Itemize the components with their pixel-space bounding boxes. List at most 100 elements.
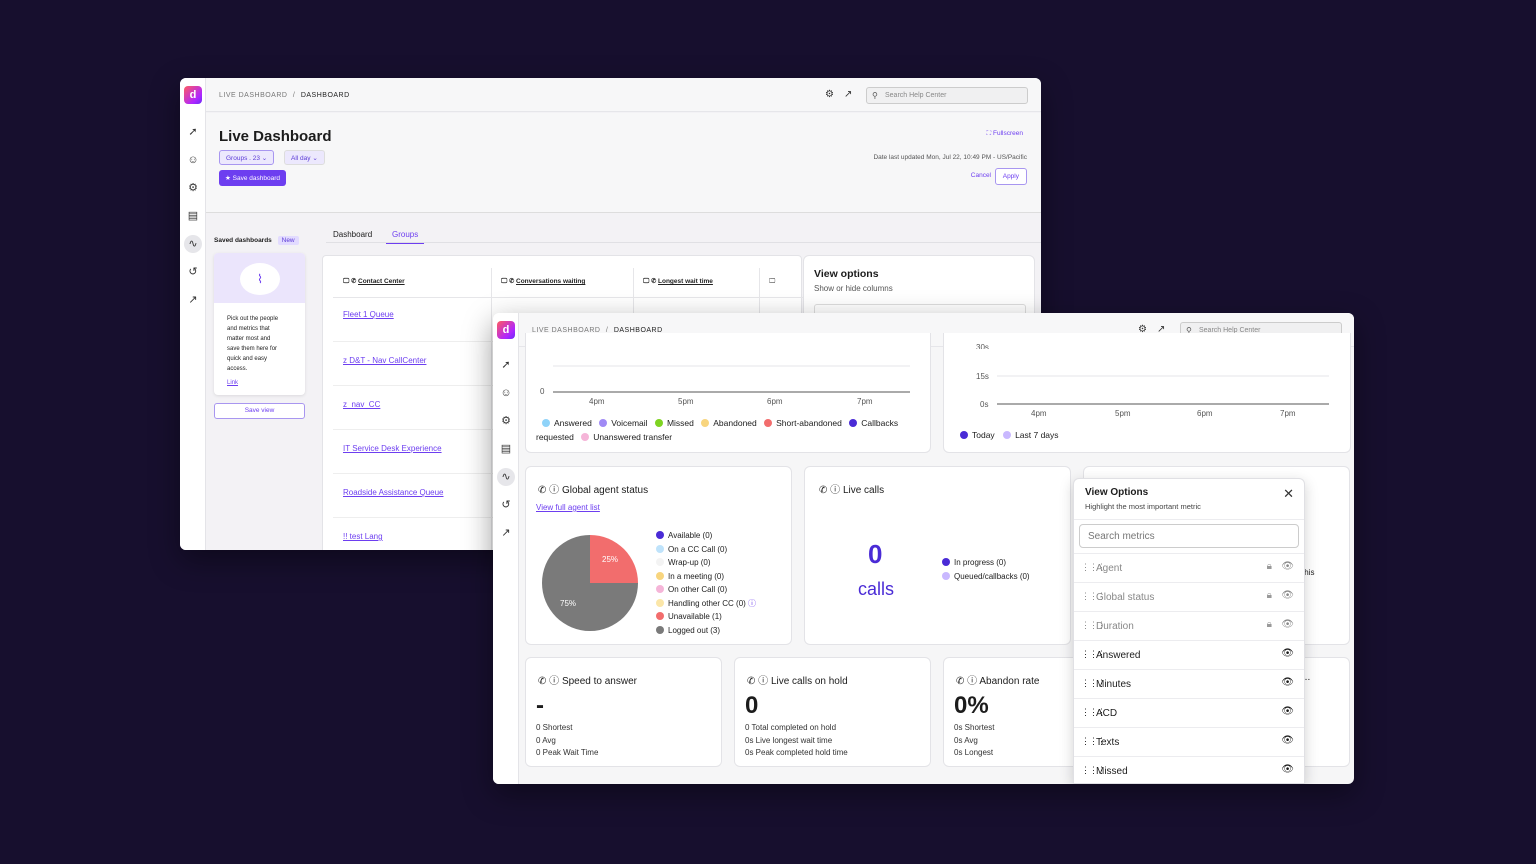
breadcrumb-root[interactable]: LIVE DASHBOARD: [532, 327, 601, 334]
legend-item[interactable]: Logged out (3): [656, 624, 756, 638]
view-agent-list-link[interactable]: View full agent list: [536, 503, 600, 512]
rocket-icon[interactable]: ➚: [188, 126, 198, 138]
eye-icon[interactable]: 👁︎: [1281, 561, 1294, 572]
legend-item[interactable]: Callbacks requested: [536, 418, 898, 442]
settings-icon[interactable]: ⚙: [825, 89, 834, 100]
close-icon[interactable]: ✕: [1283, 486, 1294, 501]
drag-handle-icon[interactable]: ⋮⋮⋮: [1081, 620, 1106, 630]
report-icon[interactable]: ▤: [187, 210, 199, 222]
breadcrumb-current: DASHBOARD: [613, 327, 663, 334]
column-contact-center[interactable]: 🖵 ✆ Contact Center: [343, 278, 405, 285]
drag-handle-icon[interactable]: ⋮⋮⋮: [1081, 562, 1106, 572]
user-icon[interactable]: ☺: [187, 154, 199, 166]
legend-item[interactable]: Missed: [654, 418, 694, 428]
eye-icon[interactable]: 👁︎: [1281, 590, 1294, 601]
legend-item[interactable]: Queued/callbacks (0): [942, 570, 1030, 584]
group-link[interactable]: IT Service Desk Experience: [343, 444, 442, 453]
legend-label: In progress (0): [954, 558, 1007, 567]
app-logo[interactable]: d: [497, 321, 515, 339]
trend-icon[interactable]: ↗: [1157, 324, 1166, 335]
legend-item[interactable]: Short-abandoned: [764, 418, 842, 428]
cancel-button[interactable]: Cancel: [970, 172, 991, 179]
legend-item[interactable]: Today: [960, 430, 995, 440]
hold-details: 0 Total completed on hold 0s Live longes…: [745, 722, 848, 760]
legend-item[interactable]: Available (0): [656, 529, 756, 543]
period-filter[interactable]: All day ⌄: [284, 150, 325, 165]
eye-icon[interactable]: 👁︎: [1281, 619, 1294, 630]
saved-dashboards-title: Saved dashboards: [214, 237, 272, 244]
legend-item[interactable]: In a meeting (0): [656, 570, 756, 584]
group-link[interactable]: Roadside Assistance Queue: [343, 488, 444, 497]
gear-icon[interactable]: ⚙: [188, 182, 198, 194]
eye-icon[interactable]: 👁︎: [1281, 706, 1294, 717]
legend-item[interactable]: On other Call (0): [656, 583, 756, 597]
apply-button[interactable]: Apply: [994, 168, 1027, 185]
speed-value: -: [536, 692, 544, 719]
group-link[interactable]: z_nav_CC: [343, 400, 381, 409]
gear-icon[interactable]: ⚙: [501, 415, 511, 427]
legend-item[interactable]: Abandoned: [701, 418, 757, 428]
drag-handle-icon[interactable]: ⋮⋮⋮: [1081, 765, 1106, 775]
legend-item[interactable]: Voicemail: [599, 418, 648, 428]
drag-handle-icon[interactable]: ⋮⋮⋮: [1081, 591, 1106, 601]
trending-icon[interactable]: ↗: [501, 527, 511, 539]
legend-item[interactable]: Unavailable (1): [656, 610, 756, 624]
report-icon[interactable]: ▤: [500, 443, 512, 455]
column-longest-wait[interactable]: 🖵 ✆ Longest wait time: [643, 278, 713, 285]
eye-icon[interactable]: 👁︎: [1281, 648, 1294, 659]
saved-link[interactable]: Link: [227, 380, 239, 386]
legend-item[interactable]: Last 7 days: [1003, 430, 1059, 440]
metric-row-global-status[interactable]: ⋮⋮⋮ Global status 🔒︎ 👁︎: [1074, 583, 1304, 612]
pie-slice-unavailable[interactable]: [590, 535, 638, 583]
groups-filter[interactable]: Groups . 23 ⌄: [219, 150, 275, 165]
legend-item[interactable]: Answered: [542, 418, 592, 428]
info-icon[interactable]: ⓘ: [748, 598, 757, 608]
trending-icon[interactable]: ↗: [188, 294, 198, 306]
history-icon[interactable]: ↺: [501, 499, 511, 511]
metric-row-acd[interactable]: ⋮⋮⋮ ACD 👁︎: [1074, 699, 1304, 728]
save-dashboard-button[interactable]: ★ Save dashboard: [219, 170, 286, 186]
rocket-icon[interactable]: ➚: [501, 359, 511, 371]
legend-item[interactable]: On a CC Call (0): [656, 543, 756, 557]
history-icon[interactable]: ↺: [188, 266, 198, 278]
search-metrics-input[interactable]: Search metrics: [1079, 524, 1299, 548]
trend-icon[interactable]: ↗: [844, 89, 853, 100]
column-conversations-waiting[interactable]: 🖵 ✆ Conversations waiting: [501, 278, 586, 285]
legend-item[interactable]: In progress (0): [942, 556, 1030, 570]
legend-item[interactable]: Wrap-up (0): [656, 556, 756, 570]
group-link[interactable]: Fleet 1 Queue: [343, 310, 394, 319]
group-link[interactable]: !! test Lang: [343, 532, 383, 541]
table-row[interactable]: !! test Lang: [333, 518, 803, 550]
metric-row-duration[interactable]: ⋮⋮⋮ Duration 🔒︎ 👁︎: [1074, 612, 1304, 641]
settings-icon[interactable]: ⚙: [1138, 324, 1147, 335]
activity-icon[interactable]: ∿: [497, 468, 515, 486]
metric-row-missed[interactable]: ⋮⋮⋮ Missed 👁︎: [1074, 757, 1304, 783]
fullscreen-button[interactable]: ⛶ Fullscreen: [986, 130, 1023, 137]
legend-item[interactable]: Unanswered transfer: [581, 432, 672, 442]
eye-icon[interactable]: 👁︎: [1281, 677, 1294, 688]
drag-handle-icon[interactable]: ⋮⋮⋮: [1081, 678, 1106, 688]
legend-item[interactable]: Handling other CC (0) ⓘ: [656, 597, 756, 611]
pie-slice-logged-out[interactable]: [542, 535, 638, 631]
save-view-button[interactable]: Save view: [214, 403, 305, 419]
saved-description: Pick out the people and metrics that mat…: [214, 303, 305, 388]
app-logo[interactable]: d: [184, 86, 202, 104]
detail-line: 0s Live longest wait time: [745, 735, 833, 745]
metric-row-agent[interactable]: ⋮⋮⋮ Agent 🔒︎ 👁︎: [1074, 554, 1304, 583]
metric-row-texts[interactable]: ⋮⋮⋮ Texts 👁︎: [1074, 728, 1304, 757]
tab-groups[interactable]: Groups: [386, 230, 425, 244]
metric-row-minutes[interactable]: ⋮⋮⋮ Minutes 👁︎: [1074, 670, 1304, 699]
user-icon[interactable]: ☺: [500, 387, 512, 399]
breadcrumb-root[interactable]: LIVE DASHBOARD: [219, 92, 288, 99]
drag-handle-icon[interactable]: ⋮⋮⋮: [1081, 736, 1106, 746]
eye-icon[interactable]: 👁︎: [1281, 735, 1294, 746]
metric-row-answered[interactable]: ⋮⋮⋮ Answered 👁︎: [1074, 641, 1304, 670]
activity-icon[interactable]: ∿: [184, 235, 202, 253]
tab-dashboard[interactable]: Dashboard: [333, 230, 373, 239]
drag-handle-icon[interactable]: ⋮⋮⋮: [1081, 707, 1106, 717]
drag-handle-icon[interactable]: ⋮⋮⋮: [1081, 649, 1106, 659]
column-icon: 🖵: [769, 278, 776, 285]
help-search-input[interactable]: ⚲ Search Help Center: [866, 87, 1028, 104]
group-link[interactable]: z D&T - Nav CallCenter: [343, 356, 427, 365]
eye-icon[interactable]: 👁︎: [1281, 764, 1294, 775]
